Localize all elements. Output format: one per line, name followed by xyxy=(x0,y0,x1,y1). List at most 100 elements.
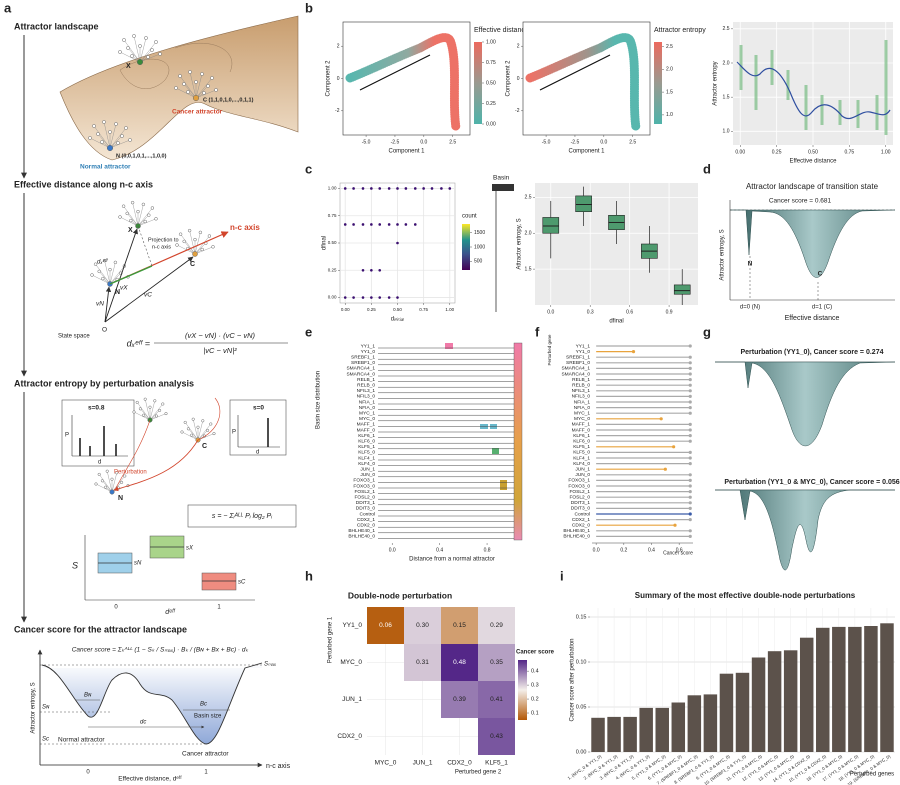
lollipop-dot xyxy=(688,411,692,415)
gene-label: DDIT3_1 xyxy=(356,500,376,506)
bar xyxy=(783,650,798,752)
x-tick-label: 0.6 xyxy=(676,547,683,553)
lollipop-dot xyxy=(688,428,692,432)
line xyxy=(359,54,431,91)
gene-label: SREBF1_1 xyxy=(566,354,590,360)
label: sX xyxy=(186,546,194,552)
label: d xyxy=(98,460,101,466)
node xyxy=(186,427,190,431)
line xyxy=(109,123,117,149)
line xyxy=(109,265,153,285)
lollipop-dot xyxy=(672,445,676,449)
node xyxy=(154,414,158,418)
colorbar-label: 0.00 xyxy=(486,121,496,127)
node xyxy=(158,408,162,412)
dot xyxy=(370,187,373,190)
gene-label: FOSL2_0 xyxy=(354,494,375,500)
node xyxy=(211,245,215,249)
x-tick-label: 0.3 xyxy=(587,309,594,315)
dot xyxy=(440,187,443,190)
label: Component 1 xyxy=(388,149,425,155)
lollipop-dot xyxy=(688,490,692,494)
line xyxy=(137,204,144,227)
line xyxy=(195,73,203,99)
node xyxy=(193,237,197,242)
x-tick-label: 0.0 xyxy=(547,309,554,315)
y-tick-label: 2.5 xyxy=(723,26,730,32)
line xyxy=(109,262,116,285)
dot xyxy=(396,296,399,299)
node xyxy=(146,55,150,59)
dot xyxy=(343,296,347,299)
node xyxy=(118,215,122,219)
label: N xyxy=(115,289,120,296)
row-label: YY1_0 xyxy=(342,622,362,629)
node xyxy=(143,397,147,401)
gene-label: NFIL3_1 xyxy=(572,388,591,394)
cell-label: 0.06 xyxy=(379,622,392,629)
gene-label: Control xyxy=(360,511,375,517)
colorbar xyxy=(462,224,470,270)
label: n-c axis xyxy=(152,244,171,250)
node xyxy=(158,52,162,56)
lollipop-dot xyxy=(688,473,692,477)
colorbar xyxy=(518,660,527,720)
node xyxy=(125,211,129,216)
line xyxy=(185,422,199,441)
label: dᵉᶠᶠ xyxy=(165,609,176,616)
lollipop-dot xyxy=(688,534,692,539)
node xyxy=(182,239,186,244)
bar xyxy=(639,707,653,752)
node xyxy=(138,44,142,48)
label: N xyxy=(118,495,123,502)
line xyxy=(139,37,147,63)
y-tick-label: 0 xyxy=(337,76,340,82)
node xyxy=(116,141,120,145)
bar xyxy=(848,626,862,752)
y-tick-label: 0.25 xyxy=(328,267,337,272)
label: Cancer attractor xyxy=(182,751,229,758)
dot xyxy=(378,223,382,226)
gene-label: KLF4_1 xyxy=(358,455,375,461)
y-tick-label: 0 xyxy=(517,76,520,82)
label: Double-node perturbation xyxy=(348,590,452,600)
node xyxy=(120,480,124,484)
lollipop-dot xyxy=(688,361,692,365)
line xyxy=(197,420,203,441)
section-heading: Attractor entropy by perturbation analys… xyxy=(14,378,194,388)
lollipop-dot xyxy=(688,439,692,443)
bar xyxy=(671,702,686,752)
panel-label: a xyxy=(4,0,12,15)
lollipop-dot xyxy=(688,378,692,382)
gene-label: YY1_0 xyxy=(576,349,591,355)
box xyxy=(201,572,237,591)
label: Summary of the most effective double-nod… xyxy=(635,591,856,600)
x-tick-label: 0.50 xyxy=(808,149,818,155)
gene-label: FOXO3_0 xyxy=(568,483,590,489)
heat-cell xyxy=(478,681,515,718)
lollipop-dot xyxy=(688,389,692,393)
label: vN xyxy=(96,301,104,308)
bar xyxy=(591,717,605,752)
node xyxy=(147,213,151,217)
label: s = − Σᵢᴬᴸᴸ Pᵢ log₂ Pᵢ xyxy=(212,512,272,520)
node xyxy=(122,38,126,42)
line xyxy=(193,419,199,441)
line xyxy=(104,286,112,323)
dot xyxy=(396,241,399,245)
cell-label: 0.31 xyxy=(416,659,429,666)
node xyxy=(102,258,107,263)
node xyxy=(142,413,146,417)
line xyxy=(139,41,157,63)
label: count xyxy=(462,214,477,220)
basin-block xyxy=(445,343,453,349)
node xyxy=(154,40,158,44)
label: Effective distance, dᵉᶠᶠ xyxy=(118,776,182,783)
colorbar-label: 500 xyxy=(474,259,483,265)
lollipop-dot xyxy=(688,400,692,404)
shape xyxy=(197,397,221,441)
panel-label: h xyxy=(305,568,313,583)
node xyxy=(175,243,179,247)
gene-label: FOSL2_1 xyxy=(569,489,590,495)
